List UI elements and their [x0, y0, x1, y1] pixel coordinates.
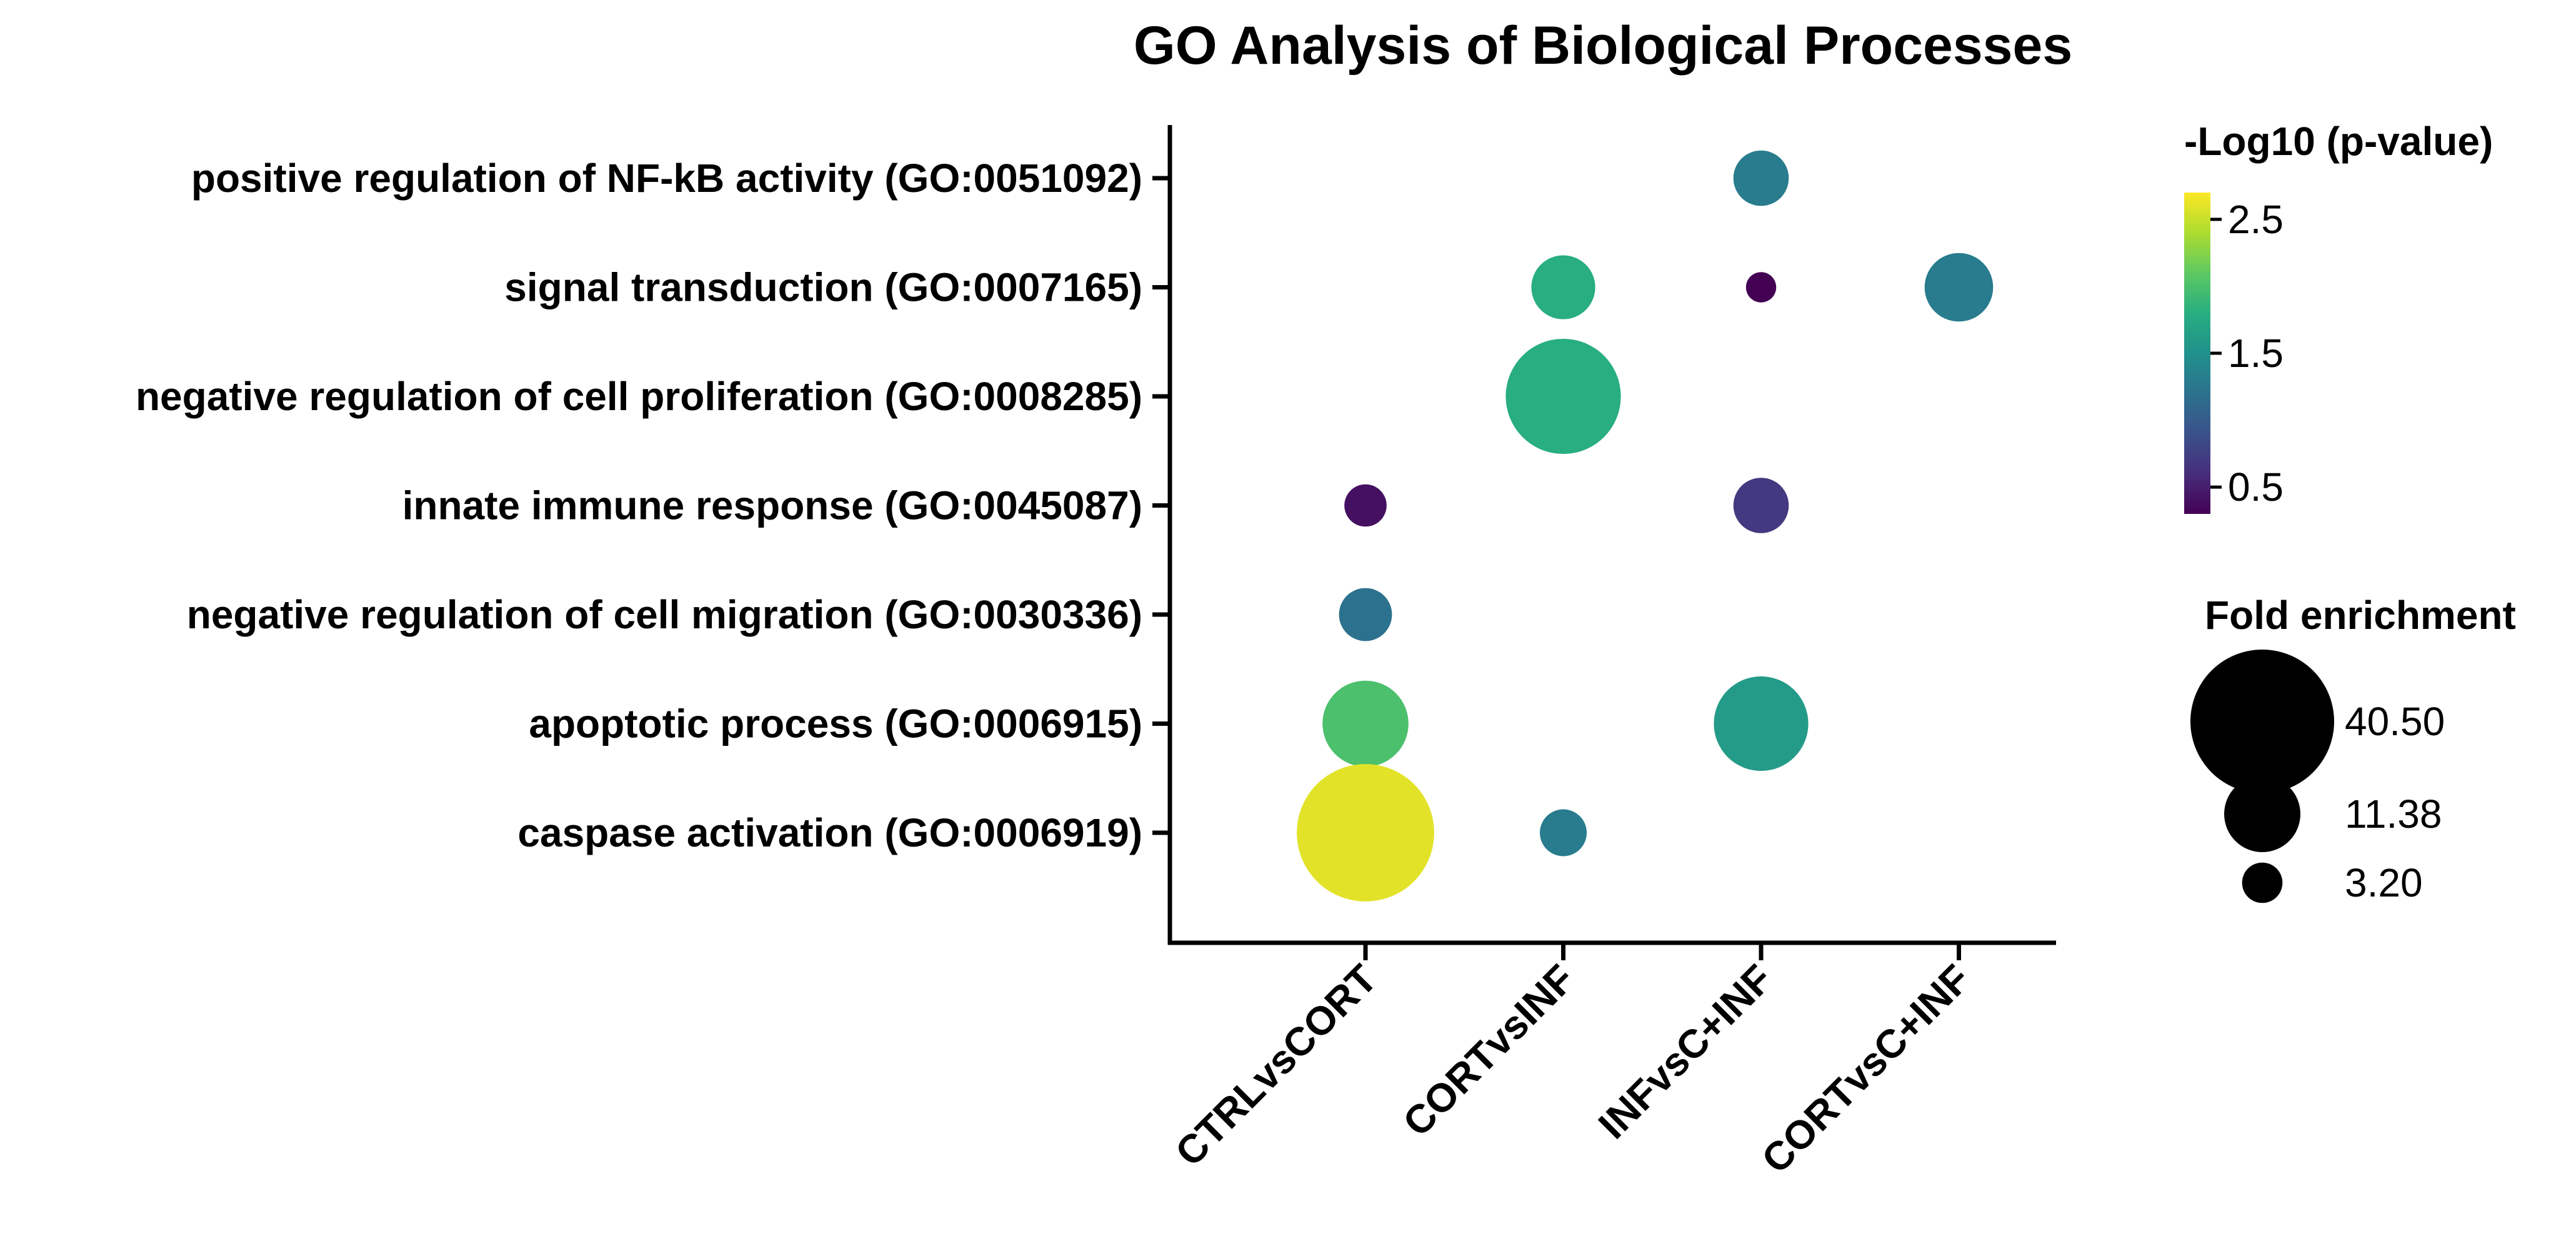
- y-tick-label: signal transduction (GO:0007165): [504, 265, 1142, 310]
- y-tick-label: apoptotic process (GO:0006915): [529, 701, 1142, 746]
- size-legend-title: Fold enrichment: [2205, 593, 2516, 638]
- x-tick-label: CORTvsC+INF: [1753, 956, 1979, 1182]
- colorbar-tick-label: 1.5: [2228, 331, 2284, 376]
- colorbar-tick-label: 2.5: [2228, 197, 2284, 242]
- size-legend-label: 40.50: [2345, 699, 2445, 744]
- size-legend-bubble: [2224, 776, 2300, 852]
- chart-title: GO Analysis of Biological Processes: [1134, 16, 2072, 76]
- size-legend: Fold enrichment 40.50 11.38 3.20: [2190, 593, 2516, 905]
- size-legend-label: 11.38: [2345, 791, 2442, 837]
- x-tick-label: CORTvsINF: [1394, 956, 1583, 1145]
- y-tick-label: caspase activation (GO:0006919): [517, 810, 1142, 855]
- x-tick-label: CTRLvsCORT: [1167, 956, 1385, 1175]
- color-legend-title: -Log10 (p-value): [2184, 119, 2493, 164]
- colorbar-tick-label: 0.5: [2228, 465, 2284, 510]
- y-tick-label: positive regulation of NF-kB activity (G…: [191, 156, 1142, 201]
- bubble: [1339, 588, 1392, 641]
- size-legend-bubble: [2242, 862, 2283, 903]
- y-tick-label: innate immune response (GO:0045087): [402, 483, 1142, 528]
- bubble: [1322, 680, 1409, 767]
- size-legend-bubble: [2190, 650, 2334, 793]
- bubble: [1540, 809, 1587, 857]
- bubble: [1924, 253, 1994, 322]
- bubble: [1297, 764, 1434, 902]
- y-tick-label: negative regulation of cell proliferatio…: [136, 374, 1142, 419]
- x-tick-label: INFvsC+INF: [1590, 956, 1781, 1147]
- y-tick-label: negative regulation of cell migration (G…: [187, 592, 1142, 637]
- bubble: [1505, 338, 1621, 455]
- bubble: [1531, 255, 1595, 319]
- y-axis: positive regulation of NF-kB activity (G…: [136, 125, 1172, 945]
- bubble: [1344, 484, 1387, 527]
- bubble: [1733, 478, 1789, 533]
- bubble: [1733, 150, 1789, 206]
- color-legend: -Log10 (p-value) 2.5 1.5 0.5: [2184, 119, 2493, 514]
- bubble: [1714, 676, 1809, 771]
- bubbles: [1297, 150, 1994, 902]
- bubble: [1745, 272, 1777, 303]
- size-legend-label: 3.20: [2345, 860, 2423, 905]
- colorbar: [2184, 193, 2210, 514]
